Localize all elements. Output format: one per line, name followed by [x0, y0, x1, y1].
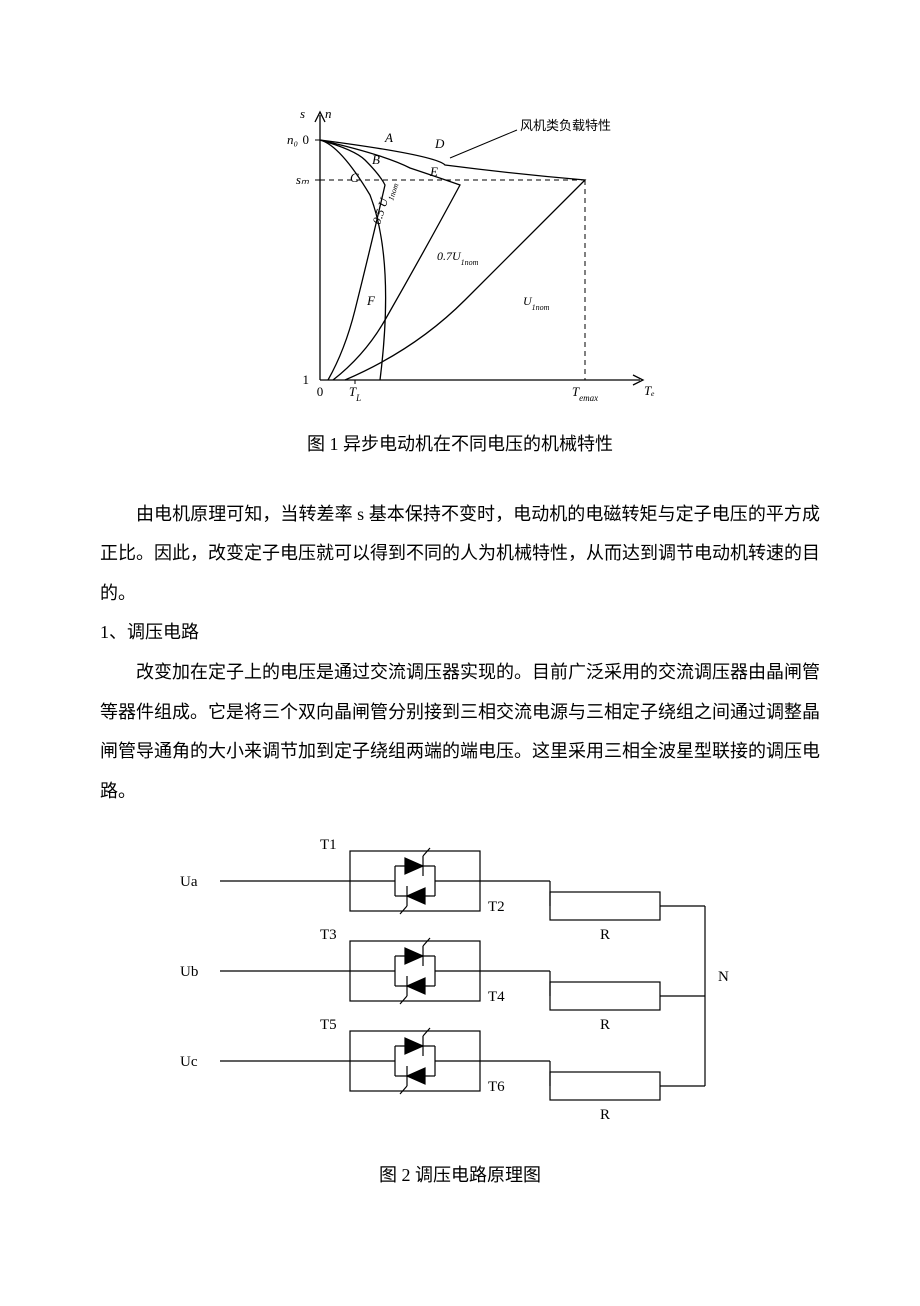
r-label-1: R — [600, 927, 610, 943]
input-uc-label: Uc — [180, 1054, 198, 1070]
svg-text:D: D — [434, 136, 445, 151]
input-ua-label: Ua — [180, 874, 198, 890]
figure-2-caption: 图 2 调压电路原理图 — [100, 1156, 820, 1196]
svg-text:1: 1 — [303, 372, 310, 387]
t6-label: T6 — [488, 1079, 505, 1095]
svg-text:0.7U1nom: 0.7U1nom — [437, 249, 479, 267]
t5-label: T5 — [320, 1017, 337, 1033]
t3-label: T3 — [320, 927, 337, 943]
heading-1: 1、调压电路 — [100, 613, 820, 653]
paragraph-1: 由电机原理可知，当转差率 s 基本保持不变时，电动机的电磁转矩与定子电压的平方成… — [100, 495, 820, 614]
svg-text:F: F — [366, 293, 376, 308]
r-label-2: R — [600, 1017, 610, 1033]
y-axis-label-n: n — [325, 106, 332, 121]
figure-1-chart: s n Tₑ 0 n₀ sₘ 1 0 TL Temax A B C D E F … — [265, 100, 655, 410]
x-axis-label-te: Tₑ — [644, 383, 655, 398]
svg-text:0: 0 — [303, 132, 310, 147]
svg-text:Temax: Temax — [572, 384, 598, 403]
fan-load-annotation: 风机类负载特性 — [520, 118, 611, 133]
svg-text:n₀: n₀ — [287, 132, 298, 147]
svg-text:0: 0 — [317, 384, 324, 399]
svg-text:C: C — [350, 170, 359, 185]
svg-text:B: B — [372, 152, 380, 167]
neutral-label: N — [718, 969, 729, 985]
input-ub-label: Ub — [180, 964, 198, 980]
svg-text:E: E — [429, 164, 438, 179]
figure-1-caption: 图 1 异步电动机在不同电压的机械特性 — [100, 425, 820, 465]
figure-2: Ua T1 T2 R Ub T3 T4 R Uc — [100, 831, 820, 1141]
svg-text:TL: TL — [349, 384, 361, 403]
svg-text:A: A — [384, 130, 393, 145]
svg-text:sₘ: sₘ — [296, 172, 310, 187]
figure-1: s n Tₑ 0 n₀ sₘ 1 0 TL Temax A B C D E F … — [100, 100, 820, 410]
t4-label: T4 — [488, 989, 505, 1005]
svg-text:U1nom: U1nom — [523, 294, 550, 312]
figure-2-circuit: Ua T1 T2 R Ub T3 T4 R Uc — [150, 831, 770, 1141]
y-axis-label-s: s — [300, 106, 305, 121]
t1-label: T1 — [320, 837, 337, 853]
paragraph-2: 改变加在定子上的电压是通过交流调压器实现的。目前广泛采用的交流调压器由晶闸管等器… — [100, 653, 820, 811]
t2-label: T2 — [488, 899, 505, 915]
r-label-3: R — [600, 1107, 610, 1123]
